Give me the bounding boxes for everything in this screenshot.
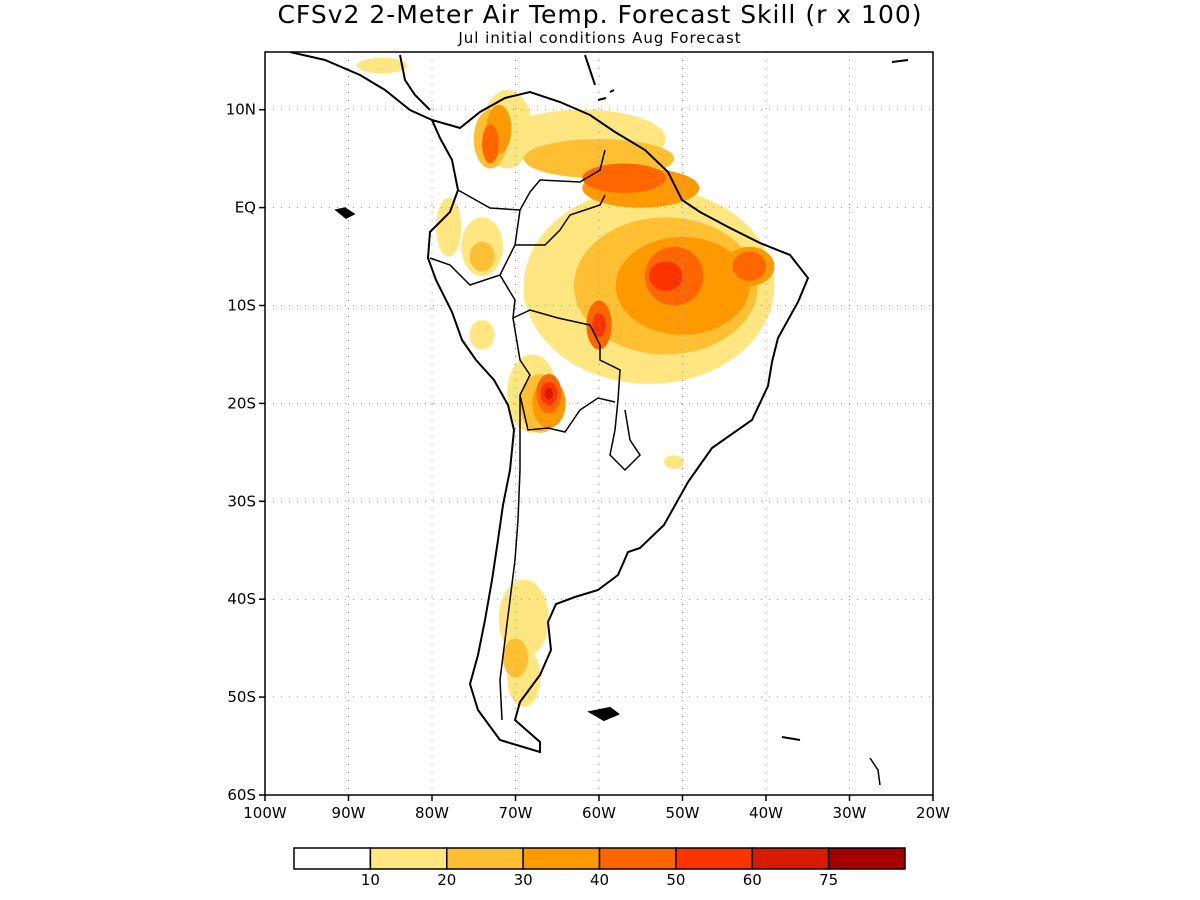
skill-region-32 [544,387,554,400]
legend-swatch-7 [827,847,906,870]
skill-shading [356,57,775,707]
caribbean-islands [584,54,909,101]
lat-tick-label: 30S [227,492,256,510]
lat-tick-label: EQ [235,199,256,217]
skill-region-23 [582,163,666,193]
lat-tick-label: 40S [227,590,256,608]
lon-tick-label: 30W [833,804,867,822]
lon-tick-label: 60W [582,804,616,822]
legend-label-4: 50 [666,871,685,889]
skill-region-26 [482,124,499,164]
skill-region-7 [469,320,495,350]
legend-label-0: 10 [361,871,380,889]
lat-tick-label: 10N [226,101,256,119]
lat-tick-label: 50S [227,688,256,706]
legend-swatch-6 [751,847,830,870]
skill-region-15 [469,241,495,272]
south-georgia [781,736,801,741]
border-lines [429,149,641,721]
sandwich-islands [869,757,881,786]
skill-region-8 [498,579,549,658]
skill-region-6 [436,197,462,257]
color-legend: 10 20 30 40 50 60 75 [293,847,906,889]
central-america-coastline [289,52,433,121]
longitude-axis: 100W 90W 80W 70W 60W 50W 40W 30W 20W [243,795,950,822]
lat-tick-label: 20S [227,394,256,412]
lon-tick-label: 50W [666,804,700,822]
lon-tick-label: 20W [916,804,950,822]
legend-label-3: 40 [590,871,609,889]
galapagos-islands [334,207,356,219]
legend-swatch-5 [675,847,753,870]
country-borders [429,149,641,721]
legend-label-1: 20 [437,871,456,889]
lon-tick-label: 70W [499,804,533,822]
lon-tick-label: 40W [749,804,783,822]
lat-tick-label: 10S [227,297,256,315]
legend-swatch-4 [598,847,677,870]
chart-subtitle: Jul initial conditions Aug Forecast [458,29,742,47]
legend-label-2: 30 [514,871,533,889]
lon-tick-label: 90W [332,804,366,822]
south-america-coastline [426,90,810,754]
lon-tick-label: 100W [243,804,287,822]
latitude-axis: 10N EQ 10S 20S 30S 40S 50S 60S [226,101,265,804]
skill-region-11 [356,57,407,74]
legend-swatch-0 [293,847,372,870]
legend-swatch-2 [446,847,524,870]
legend-swatch-1 [369,847,448,870]
lon-tick-label: 80W [415,804,449,822]
legend-label-5: 60 [743,871,762,889]
lat-tick-label: 60S [227,786,256,804]
coastlines [289,52,909,786]
skill-region-31 [592,313,606,337]
falkland-islands [587,706,620,722]
legend-label-6: 75 [819,871,838,889]
skill-region-28 [732,251,766,282]
skill-region-10 [664,455,685,469]
legend-swatch-3 [522,847,601,870]
skill-region-29 [649,261,683,291]
skill-region-17 [502,638,529,678]
chart-title: CFSv2 2-Meter Air Temp. Forecast Skill (… [277,0,923,29]
